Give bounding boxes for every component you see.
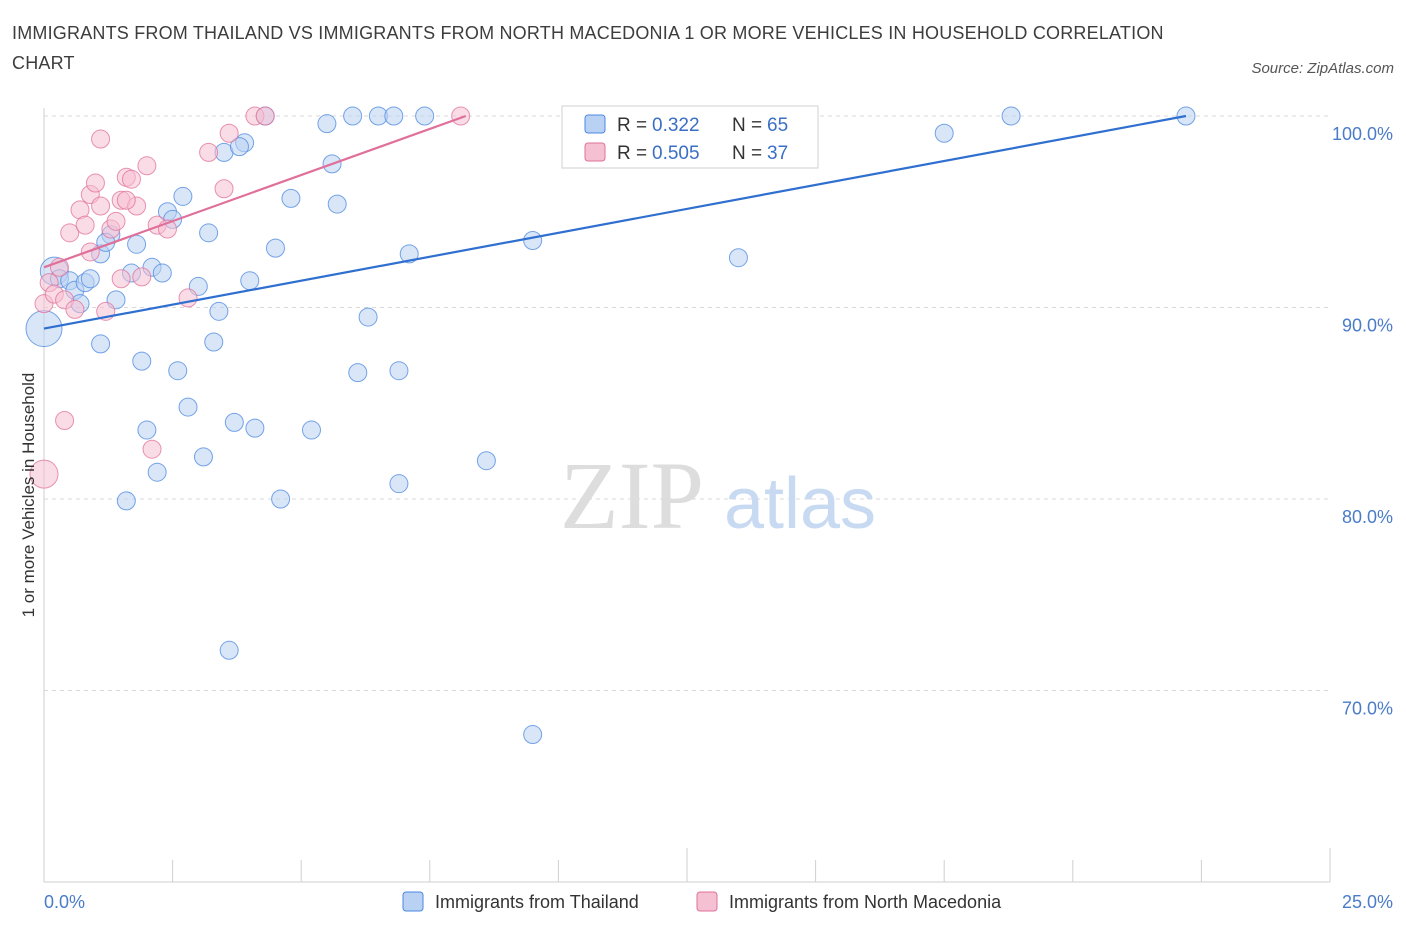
- thailand-swatch: [584, 114, 606, 134]
- thailand-point: [348, 363, 368, 383]
- thailand-point: [317, 114, 337, 134]
- thailand-trend-line: [43, 114, 1187, 330]
- x-tick-labels: 0.0% 25.0%: [44, 892, 1393, 912]
- thailand-point: [728, 248, 748, 268]
- north-macedonia-point: [85, 173, 105, 193]
- x-tick-label: 0.0%: [44, 892, 85, 912]
- thailand-point: [240, 271, 260, 291]
- north-macedonia-point: [75, 215, 95, 235]
- thailand-point: [245, 418, 265, 438]
- thailand-point: [219, 640, 239, 660]
- north-macedonia-point: [91, 129, 111, 149]
- n-label: N =: [732, 115, 762, 136]
- thailand-point: [178, 397, 198, 417]
- trend-lines: [43, 114, 1187, 330]
- thailand-point: [415, 106, 435, 126]
- thailand-point: [281, 188, 301, 208]
- thailand-point: [327, 194, 347, 214]
- y-tick-label: 100.0%: [1332, 124, 1393, 144]
- thailand-point: [137, 420, 157, 440]
- north-macedonia-point: [111, 269, 131, 289]
- thailand-point: [91, 334, 111, 354]
- r-value: 0.505: [652, 143, 700, 164]
- thailand-point: [399, 244, 419, 264]
- legend-label: Immigrants from Thailand: [435, 892, 639, 912]
- gridlines: [44, 115, 1330, 691]
- thailand-point: [224, 412, 244, 432]
- north-macedonia-point: [199, 142, 219, 162]
- thailand-point: [209, 301, 229, 321]
- north-macedonia-point: [91, 196, 111, 216]
- north-macedonia-point: [214, 179, 234, 199]
- y-tick-label: 80.0%: [1342, 507, 1393, 527]
- thailand-point: [301, 420, 321, 440]
- thailand-point: [168, 361, 188, 381]
- thailand-point: [523, 230, 543, 250]
- north-macedonia-trend-line: [43, 114, 467, 269]
- thailand-point: [116, 491, 136, 511]
- n-value: 65: [767, 115, 788, 136]
- north-macedonia-point: [65, 299, 85, 319]
- n-value: 37: [767, 143, 788, 164]
- north-macedonia-point: [29, 459, 59, 489]
- thailand-point: [147, 462, 167, 482]
- watermark-atlas: atlas: [724, 464, 876, 544]
- r-label: R =: [617, 143, 647, 164]
- thailand-point: [229, 137, 249, 157]
- north-macedonia-point: [121, 169, 141, 189]
- north-macedonia-point: [178, 288, 198, 308]
- watermark-zip: ZIP: [560, 442, 704, 549]
- thailand-point: [204, 332, 224, 352]
- r-value: 0.322: [652, 115, 700, 136]
- y-tick-label: 70.0%: [1342, 699, 1393, 719]
- thailand-point: [199, 223, 219, 243]
- legend-swatch-north-macedonia: [696, 891, 718, 912]
- y-tick-label: 90.0%: [1342, 316, 1393, 336]
- thailand-point: [265, 238, 285, 258]
- thailand-point: [127, 234, 147, 254]
- thailand-point: [934, 123, 954, 143]
- chart-title: IMMIGRANTS FROM THAILAND VS IMMIGRANTS F…: [12, 23, 1164, 73]
- source-note: Source: ZipAtlas.com: [1251, 60, 1394, 77]
- stats-legend: R = 0.322 N = 65 R = 0.505 N = 37: [561, 105, 819, 169]
- north-macedonia-point: [142, 439, 162, 459]
- north-macedonia-swatch: [584, 142, 606, 162]
- series-legend: Immigrants from Thailand Immigrants from …: [402, 891, 1002, 912]
- north-macedonia-point: [60, 223, 80, 243]
- data-points: [25, 106, 1196, 745]
- north-macedonia-point: [55, 410, 75, 430]
- north-macedonia-point: [132, 267, 152, 287]
- thailand-point: [523, 725, 543, 745]
- watermark: ZIP atlas: [560, 442, 876, 549]
- thailand-point: [1001, 106, 1021, 126]
- axes: [43, 108, 1331, 883]
- thailand-point: [389, 361, 409, 381]
- legend-label: Immigrants from North Macedonia: [729, 892, 1002, 912]
- thailand-point: [271, 489, 291, 509]
- thailand-point: [193, 447, 213, 467]
- y-tick-labels: 100.0% 90.0% 80.0% 70.0%: [1332, 124, 1393, 719]
- thailand-point: [389, 474, 409, 494]
- north-macedonia-point: [451, 106, 471, 126]
- north-macedonia-point: [255, 106, 275, 126]
- n-label: N =: [732, 143, 762, 164]
- north-macedonia-point: [137, 156, 157, 176]
- thailand-point: [132, 351, 152, 371]
- thailand-point: [476, 451, 496, 471]
- x-tick-label: 25.0%: [1342, 892, 1393, 912]
- r-label: R =: [617, 115, 647, 136]
- north-macedonia-point: [106, 211, 126, 231]
- north-macedonia-point: [80, 242, 100, 262]
- thailand-point: [173, 186, 193, 206]
- y-axis-title: 1 or more Vehicles in Household: [19, 373, 38, 618]
- thailand-point: [358, 307, 378, 327]
- thailand-point: [80, 269, 100, 289]
- thailand-point: [384, 106, 404, 126]
- thailand-point: [152, 263, 172, 283]
- north-macedonia-point: [116, 190, 136, 210]
- legend-swatch-thailand: [402, 891, 424, 912]
- north-macedonia-point: [219, 123, 239, 143]
- thailand-point: [343, 106, 363, 126]
